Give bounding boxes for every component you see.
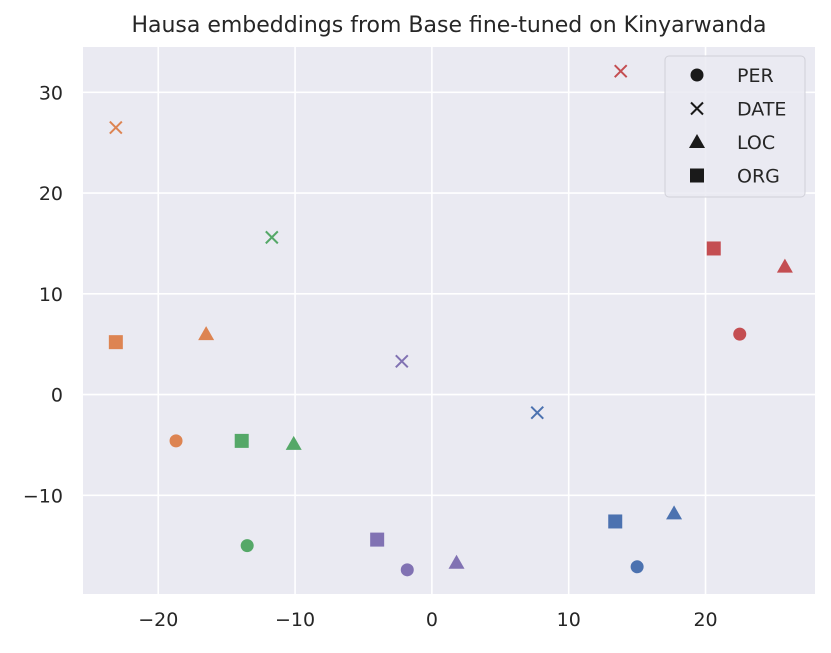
x-tick-label: 10 xyxy=(557,609,581,631)
x-tick-label: 0 xyxy=(426,609,438,631)
legend: PER DATE LOC ORG xyxy=(664,55,806,198)
axis-ticks: −20 −10 0 10 20 −10 0 10 20 30 xyxy=(23,82,718,631)
point-square xyxy=(608,514,623,529)
legend-marker-circle xyxy=(690,68,704,82)
legend-label: PER xyxy=(737,65,774,87)
y-tick-label: 0 xyxy=(51,385,63,407)
legend-marker-square xyxy=(690,168,704,183)
point-x xyxy=(395,354,409,369)
point-triangle xyxy=(448,554,465,569)
y-tick-label: −10 xyxy=(23,485,63,507)
point-x xyxy=(614,64,628,78)
x-tick-label: 20 xyxy=(693,609,717,631)
point-square xyxy=(706,241,721,256)
point-circle xyxy=(733,327,747,341)
x-tick-label: −10 xyxy=(275,609,315,631)
legend-marker-triangle xyxy=(689,134,705,148)
y-tick-label: 20 xyxy=(39,183,63,205)
point-triangle xyxy=(285,435,302,450)
point-x xyxy=(530,405,544,420)
point-triangle xyxy=(776,258,793,273)
point-circle xyxy=(630,560,644,574)
point-circle xyxy=(400,563,414,577)
point-x xyxy=(109,120,123,135)
legend-label: LOC xyxy=(737,132,775,154)
y-tick-label: 10 xyxy=(39,284,63,306)
legend-label: DATE xyxy=(737,99,786,121)
x-tick-label: −20 xyxy=(138,609,178,631)
legend-marker-x xyxy=(690,101,704,116)
y-tick-label: 30 xyxy=(39,82,63,104)
chart-title: Hausa embeddings from Base fine-tuned on… xyxy=(131,13,766,38)
point-square xyxy=(234,433,249,448)
point-square xyxy=(108,335,123,350)
legend-label: ORG xyxy=(737,166,780,188)
point-circle xyxy=(240,539,254,553)
point-x xyxy=(265,230,279,245)
point-circle xyxy=(169,434,183,448)
point-triangle xyxy=(666,505,683,520)
legend-box xyxy=(664,55,806,198)
point-triangle xyxy=(198,326,215,341)
data-points xyxy=(108,64,793,577)
point-square xyxy=(370,532,385,547)
